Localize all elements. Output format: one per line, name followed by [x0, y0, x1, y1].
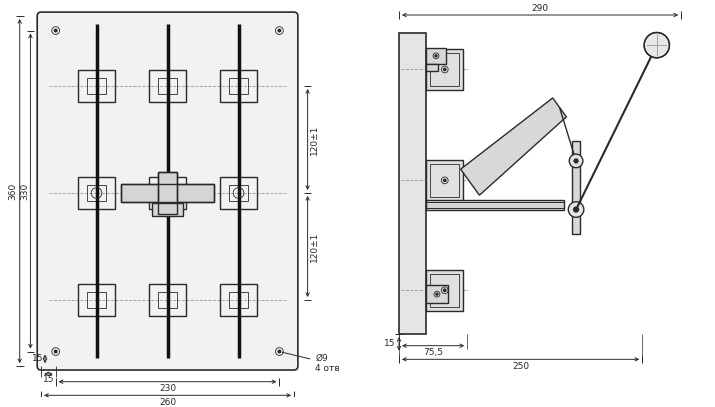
Bar	[158, 78, 177, 94]
Text: 15: 15	[32, 354, 44, 363]
Bar	[87, 78, 107, 94]
Bar	[426, 270, 463, 311]
Bar	[87, 292, 107, 308]
Bar	[399, 33, 426, 334]
Bar	[229, 185, 248, 201]
Circle shape	[443, 289, 446, 291]
Bar	[229, 78, 248, 94]
Bar	[149, 70, 186, 102]
Circle shape	[278, 350, 281, 353]
Circle shape	[569, 154, 583, 168]
Bar	[426, 48, 445, 63]
Circle shape	[435, 55, 437, 57]
Circle shape	[443, 68, 446, 71]
Bar	[426, 63, 438, 71]
Polygon shape	[460, 98, 566, 195]
Bar	[426, 160, 463, 201]
Bar	[426, 49, 463, 90]
Text: 230: 230	[159, 384, 176, 393]
Circle shape	[644, 33, 669, 58]
Text: 75,5: 75,5	[423, 348, 443, 357]
Bar	[430, 274, 459, 307]
Bar	[220, 284, 257, 315]
Bar	[152, 203, 183, 217]
Bar	[158, 185, 177, 201]
Text: 290: 290	[531, 4, 548, 13]
Text: 15: 15	[43, 375, 54, 384]
Bar	[430, 53, 459, 86]
Bar	[158, 172, 177, 214]
Circle shape	[443, 179, 446, 182]
Bar	[149, 284, 186, 315]
Text: 120±1: 120±1	[310, 231, 319, 262]
FancyBboxPatch shape	[37, 12, 298, 370]
Circle shape	[436, 293, 438, 295]
Circle shape	[573, 207, 578, 212]
Circle shape	[54, 29, 57, 32]
Text: 250: 250	[512, 362, 529, 371]
Bar	[426, 285, 448, 303]
Circle shape	[278, 29, 281, 32]
Bar	[158, 292, 177, 308]
Bar	[572, 142, 580, 234]
Bar	[78, 177, 115, 208]
Bar	[121, 184, 214, 202]
Bar	[87, 185, 107, 201]
Text: 360: 360	[9, 182, 17, 200]
Text: Ø9
4 отв: Ø9 4 отв	[282, 352, 340, 373]
Bar	[78, 284, 115, 315]
Bar	[121, 184, 214, 202]
Bar	[220, 177, 257, 208]
Circle shape	[54, 350, 57, 353]
Circle shape	[574, 159, 578, 163]
Bar	[430, 164, 459, 197]
Circle shape	[568, 202, 584, 217]
Bar	[78, 70, 115, 102]
Text: 15: 15	[383, 339, 395, 348]
Bar	[158, 172, 177, 214]
Bar	[426, 200, 564, 210]
Bar	[149, 177, 186, 208]
Text: 330: 330	[20, 182, 29, 200]
Bar	[229, 292, 248, 308]
Bar	[220, 70, 257, 102]
Text: 260: 260	[159, 398, 176, 407]
Text: 120±1: 120±1	[310, 124, 319, 155]
